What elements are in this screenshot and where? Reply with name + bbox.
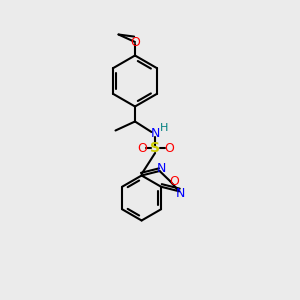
Text: N: N bbox=[150, 127, 160, 140]
Text: O: O bbox=[130, 36, 140, 49]
Text: N: N bbox=[176, 187, 185, 200]
Text: N: N bbox=[156, 162, 166, 175]
Text: O: O bbox=[169, 175, 178, 188]
Text: O: O bbox=[164, 142, 174, 155]
Text: O: O bbox=[137, 142, 147, 155]
Text: H: H bbox=[160, 123, 168, 134]
Text: S: S bbox=[150, 142, 160, 155]
